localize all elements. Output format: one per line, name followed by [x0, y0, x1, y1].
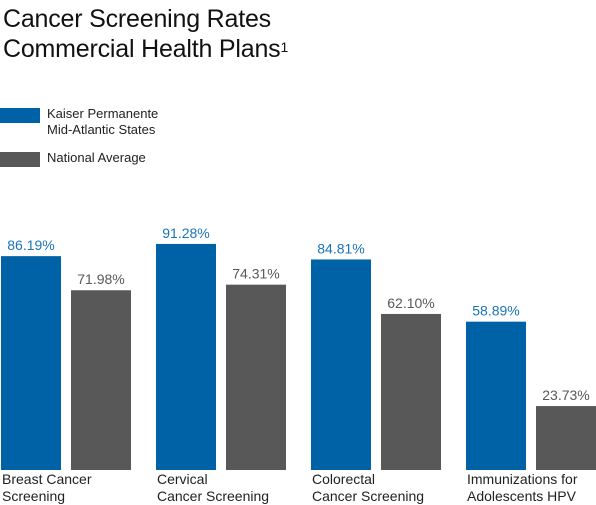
bar-national-1 — [226, 284, 286, 503]
legend-swatch-kaiser — [0, 108, 40, 123]
category-label-2: Colorectal Cancer Screening — [312, 471, 425, 504]
category-label-background-3 — [464, 470, 596, 503]
legend-label-kaiser: Kaiser Permanente Mid-Atlantic States — [47, 106, 159, 137]
bar-kaiser-0 — [1, 256, 61, 503]
bar-kaiser-1 — [156, 243, 216, 503]
data-label-kaiser-3: 58.89% — [472, 303, 519, 319]
chart-title-line-1: Cancer Screening Rates — [3, 5, 271, 33]
category-label-1: Cervical Cancer Screening — [157, 471, 270, 504]
category-label-3: Immunizations for Adolescents HPV — [467, 471, 578, 504]
legend-label-national: National Average — [47, 150, 146, 165]
title-footnote-marker: 1 — [280, 39, 289, 55]
data-label-national-3: 23.73% — [542, 387, 589, 403]
category-label-0: Breast Cancer Screening — [2, 471, 92, 504]
data-label-national-0: 71.98% — [77, 271, 124, 287]
bar-national-0 — [71, 290, 131, 503]
data-label-kaiser-2: 84.81% — [317, 240, 364, 256]
category-label-background-2 — [309, 470, 443, 503]
chart-title: Cancer Screening Rates Commercial Health… — [3, 4, 288, 64]
chart-title-line-2: Commercial Health Plans — [3, 35, 281, 63]
data-label-national-2: 62.10% — [387, 295, 434, 311]
bar-kaiser-2 — [311, 259, 371, 503]
data-label-national-1: 74.31% — [232, 266, 279, 282]
legend-swatch-national — [0, 152, 40, 167]
category-label-background-1 — [154, 470, 288, 503]
data-label-kaiser-0: 86.19% — [7, 237, 54, 253]
data-label-kaiser-1: 91.28% — [162, 225, 209, 241]
category-label-background-0 — [0, 470, 133, 503]
